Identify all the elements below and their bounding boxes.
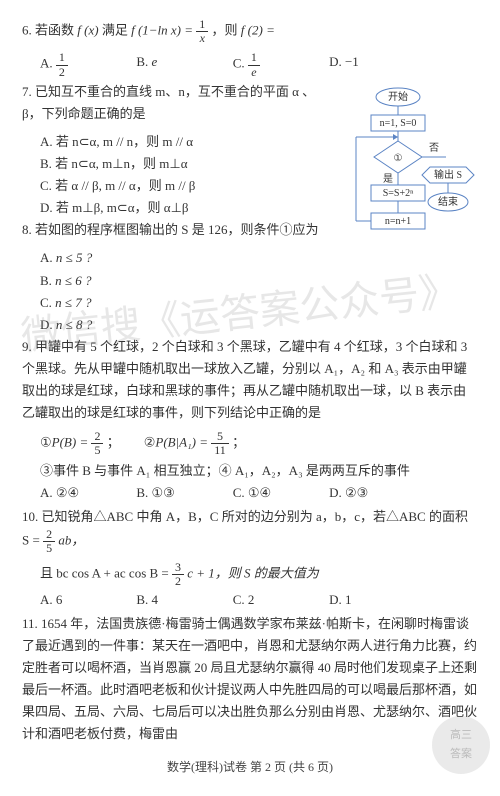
q6-options: A. 12 B. e C. 1e D. −1 xyxy=(40,51,478,80)
q11-text: 1654 年，法国贵族德·梅雷骑士偶遇数学家布莱兹·帕斯卡，在闲聊时梅雷谈了最近… xyxy=(22,616,477,741)
q9-sub1: ①P(B) = 25 ； xyxy=(40,430,120,457)
q9-opt-c: C. ①④ xyxy=(233,482,329,504)
q9-sub2: ②P(B|A₁) = 511 ； xyxy=(144,430,245,457)
q7-text: 已知互不重合的直线 m、n，互不重合的平面 α 、β，下列命题正确的是 xyxy=(22,84,315,121)
q10-opt-d: D. 1 xyxy=(329,589,425,611)
svg-text:输出 S: 输出 S xyxy=(434,168,462,181)
q10-options: A. 6 B. 4 C. 2 D. 1 xyxy=(40,589,478,613)
q10-opt-a: A. 6 xyxy=(40,589,136,611)
q6-eq-l: f (1−ln x) = xyxy=(131,23,196,38)
q6-number: 6. xyxy=(22,23,32,38)
q10-frac1: 25 xyxy=(43,528,55,555)
question-11: 11. 1654 年，法国贵族德·梅雷骑士偶遇数学家布莱兹·帕斯卡，在闲聊时梅雷… xyxy=(22,613,478,746)
svg-text:①: ① xyxy=(394,153,403,164)
q9-options: A. ②④ B. ①③ C. ①④ D. ②③ xyxy=(40,482,478,506)
q9-opt-b: B. ①③ xyxy=(136,482,232,504)
flowchart: 开始 n=1, S=0 ① 否 输出 S 结束 是 S=S+2ⁿ n=n+1 xyxy=(338,85,478,282)
q9-opt-d: D. ②③ xyxy=(329,482,425,504)
q9-subs: ①P(B) = 25 ； ②P(B|A₁) = 511 ； xyxy=(40,430,478,459)
q6-text-b: 满足 xyxy=(102,23,131,38)
q6-text-a: 若函数 xyxy=(35,23,77,38)
svg-text:S=S+2ⁿ: S=S+2ⁿ xyxy=(383,188,414,199)
q8-number: 8. xyxy=(22,222,32,237)
q11-number: 11. xyxy=(22,616,38,631)
q6-opt-a: A. 12 xyxy=(40,51,136,78)
q6-fx: f (x) xyxy=(77,23,98,38)
svg-text:n=1, S=0: n=1, S=0 xyxy=(380,118,417,129)
q8-opt-c: C. n ≤ 7 ? xyxy=(40,292,478,314)
q10-line2: 且 bc cos A + ac cos B = 32 c + 1，则 S 的最大… xyxy=(40,561,478,588)
q9-number: 9. xyxy=(22,339,32,354)
q9-opt-a: A. ②④ xyxy=(40,482,136,504)
q6-opt-c: C. 1e xyxy=(233,51,329,78)
q10-opt-b: B. 4 xyxy=(136,589,232,611)
svg-text:结束: 结束 xyxy=(438,195,458,208)
q10-opt-c: C. 2 xyxy=(233,589,329,611)
page-footer: 数学(理科)试卷 第 2 页 (共 6 页) xyxy=(22,757,478,777)
q8-opt-d: D. n ≤ 8 ? xyxy=(40,314,478,336)
question-10: 10. 已知锐角△ABC 中角 A，B，C 所对的边分别为 a，b，c，若△AB… xyxy=(22,506,478,555)
q6-opt-b: B. e xyxy=(136,51,232,78)
q10-line1a: 已知锐角△ABC 中角 A，B，C 所对的边分别为 a，b，c，若△ABC 的面… xyxy=(22,509,468,548)
q6-f2: f (2) = xyxy=(241,23,275,38)
svg-text:否: 否 xyxy=(429,142,439,154)
q6-opt-d: D. −1 xyxy=(329,51,425,78)
q6-frac: 1x xyxy=(196,18,208,45)
q10-line1b: ab， xyxy=(58,532,84,547)
q6-text-c: ，则 xyxy=(212,23,241,38)
svg-text:是: 是 xyxy=(383,173,393,185)
svg-text:开始: 开始 xyxy=(388,90,408,103)
question-9: 9. 甲罐中有 5 个红球，2 个白球和 3 个黑球，乙罐中有 4 个红球，3 … xyxy=(22,336,478,424)
q7-number: 7. xyxy=(22,84,32,99)
svg-text:n=n+1: n=n+1 xyxy=(385,216,411,227)
q9-text: 甲罐中有 5 个红球，2 个白球和 3 个黑球，乙罐中有 4 个红球，3 个白球… xyxy=(22,339,467,420)
question-6: 6. 若函数 f (x) 满足 f (1−ln x) = 1x ，则 f (2)… xyxy=(22,18,478,45)
q8-text: 若如图的程序框图输出的 S 是 126，则条件①应为 xyxy=(35,222,318,237)
q9-sub3: ③事件 B 与事件 A₁ 相互独立；④ A₁，A₂，A₃ 是两两互斥的事件 xyxy=(40,460,478,482)
q10-number: 10. xyxy=(22,509,38,524)
